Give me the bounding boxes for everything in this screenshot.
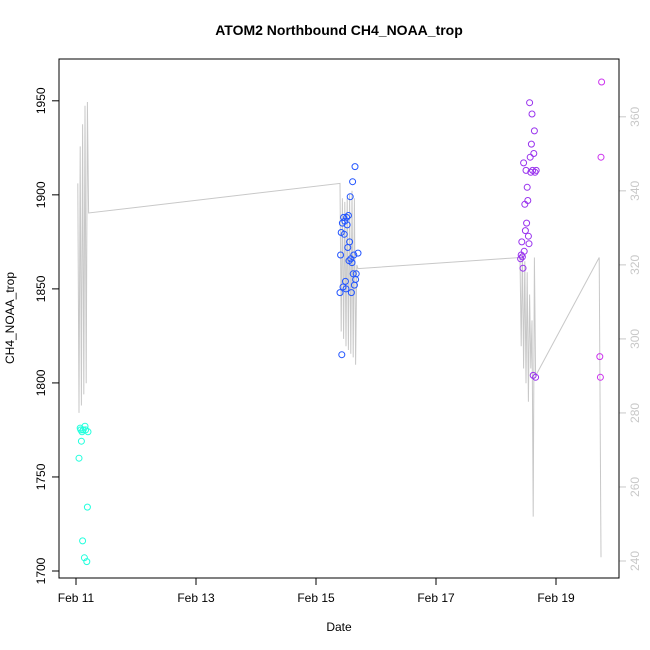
- y2-tick-label: 320: [628, 255, 642, 275]
- data-point: [336, 289, 344, 297]
- data-point: [346, 238, 354, 246]
- data-point: [520, 159, 528, 167]
- chart-title: ATOM2 Northbound CH4_NOAA_trop: [215, 22, 463, 38]
- y2-tick-label: 260: [628, 477, 642, 497]
- y-tick-label: 1750: [34, 463, 48, 490]
- data-point: [521, 227, 529, 235]
- x-tick-label: Feb 17: [417, 591, 455, 605]
- data-point: [598, 78, 606, 86]
- data-point: [596, 353, 604, 361]
- y-tick-label: 1700: [34, 557, 48, 584]
- plot-frame: [58, 58, 620, 579]
- data-point: [83, 558, 91, 566]
- y-axis-label: CH4_NOAA_trop: [3, 272, 17, 364]
- data-point: [346, 193, 354, 201]
- data-point: [348, 259, 356, 267]
- data-point: [341, 217, 349, 225]
- data-point: [75, 454, 83, 462]
- data-point: [522, 166, 530, 174]
- data-point: [524, 232, 532, 240]
- data-point: [528, 110, 536, 118]
- data-point: [81, 422, 89, 430]
- data-point: [597, 153, 605, 161]
- data-point: [527, 140, 535, 148]
- data-point: [337, 251, 345, 259]
- data-point: [349, 270, 357, 278]
- data-point: [526, 153, 534, 161]
- data-point: [524, 197, 532, 204]
- data-point: [344, 212, 352, 219]
- data-point: [343, 221, 351, 229]
- altitude-trace-line: [77, 101, 602, 558]
- data-point: [343, 213, 351, 221]
- data-point: [530, 150, 538, 157]
- data-point: [77, 437, 85, 445]
- data-point: [525, 240, 533, 248]
- x-tick-label: Feb 15: [297, 591, 335, 605]
- x-tick-label: Feb 13: [177, 591, 215, 605]
- data-point: [77, 426, 85, 434]
- data-point: [520, 247, 528, 255]
- data-point: [84, 428, 92, 436]
- data-point: [347, 289, 355, 297]
- y-tick-label: 1900: [34, 181, 48, 208]
- data-point: [79, 537, 87, 545]
- data-points-layer: [75, 78, 606, 566]
- data-point: [342, 285, 350, 293]
- data-point: [531, 168, 539, 176]
- data-point: [340, 230, 348, 238]
- x-axis-label: Date: [326, 620, 352, 634]
- data-point: [532, 166, 540, 174]
- data-point: [354, 249, 362, 257]
- data-point: [519, 264, 527, 272]
- data-point: [80, 554, 88, 562]
- y-axis: 1700 1750 1800 1850 1900 1950: [34, 87, 59, 584]
- data-point: [79, 426, 87, 434]
- altitude-trace-layer: [77, 101, 602, 558]
- y2-tick-label: 240: [628, 551, 642, 571]
- data-point: [517, 255, 525, 263]
- data-point: [83, 503, 91, 511]
- data-point: [530, 127, 538, 135]
- data-point: [350, 251, 358, 259]
- data-point: [532, 373, 540, 381]
- data-point: [596, 373, 604, 381]
- y2-axis: 240 260 280 300 320 340 360: [619, 106, 642, 571]
- data-point: [341, 277, 349, 285]
- data-point: [338, 351, 346, 359]
- data-point: [518, 238, 526, 246]
- data-point: [340, 213, 348, 221]
- data-point: [523, 219, 531, 227]
- data-point: [349, 178, 357, 186]
- y-tick-label: 1850: [34, 275, 48, 302]
- y2-tick-label: 300: [628, 329, 642, 349]
- y-tick-label: 1950: [34, 87, 48, 114]
- y2-tick-label: 360: [628, 106, 642, 126]
- y2-tick-label: 280: [628, 403, 642, 423]
- data-point: [351, 163, 359, 171]
- x-tick-label: Feb 19: [537, 591, 575, 605]
- y2-tick-label: 340: [628, 181, 642, 201]
- y-tick-label: 1800: [34, 369, 48, 396]
- data-point: [523, 183, 531, 191]
- data-point: [352, 270, 360, 278]
- x-tick-label: Feb 11: [58, 591, 95, 605]
- data-point: [526, 99, 534, 107]
